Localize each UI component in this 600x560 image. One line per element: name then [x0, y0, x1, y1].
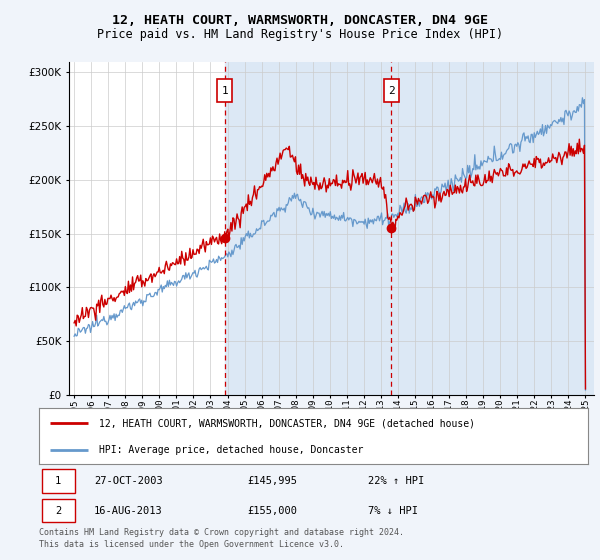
FancyBboxPatch shape — [42, 469, 74, 493]
Text: Contains HM Land Registry data © Crown copyright and database right 2024.: Contains HM Land Registry data © Crown c… — [39, 528, 404, 537]
Text: 7% ↓ HPI: 7% ↓ HPI — [368, 506, 418, 516]
Text: 12, HEATH COURT, WARMSWORTH, DONCASTER, DN4 9GE (detached house): 12, HEATH COURT, WARMSWORTH, DONCASTER, … — [100, 418, 475, 428]
Text: 2: 2 — [388, 86, 395, 96]
Text: £145,995: £145,995 — [248, 476, 298, 486]
FancyBboxPatch shape — [217, 79, 232, 102]
Text: 1: 1 — [55, 476, 61, 486]
Text: HPI: Average price, detached house, Doncaster: HPI: Average price, detached house, Donc… — [100, 445, 364, 455]
Bar — [224, 62, 594, 395]
Text: 16-AUG-2013: 16-AUG-2013 — [94, 506, 163, 516]
Text: Price paid vs. HM Land Registry's House Price Index (HPI): Price paid vs. HM Land Registry's House … — [97, 28, 503, 41]
Text: 27-OCT-2003: 27-OCT-2003 — [94, 476, 163, 486]
Text: £155,000: £155,000 — [248, 506, 298, 516]
Text: 2: 2 — [55, 506, 61, 516]
Text: 1: 1 — [221, 86, 228, 96]
FancyBboxPatch shape — [384, 79, 399, 102]
Text: This data is licensed under the Open Government Licence v3.0.: This data is licensed under the Open Gov… — [39, 540, 344, 549]
FancyBboxPatch shape — [42, 499, 74, 522]
Text: 22% ↑ HPI: 22% ↑ HPI — [368, 476, 425, 486]
Text: 12, HEATH COURT, WARMSWORTH, DONCASTER, DN4 9GE: 12, HEATH COURT, WARMSWORTH, DONCASTER, … — [112, 14, 488, 27]
